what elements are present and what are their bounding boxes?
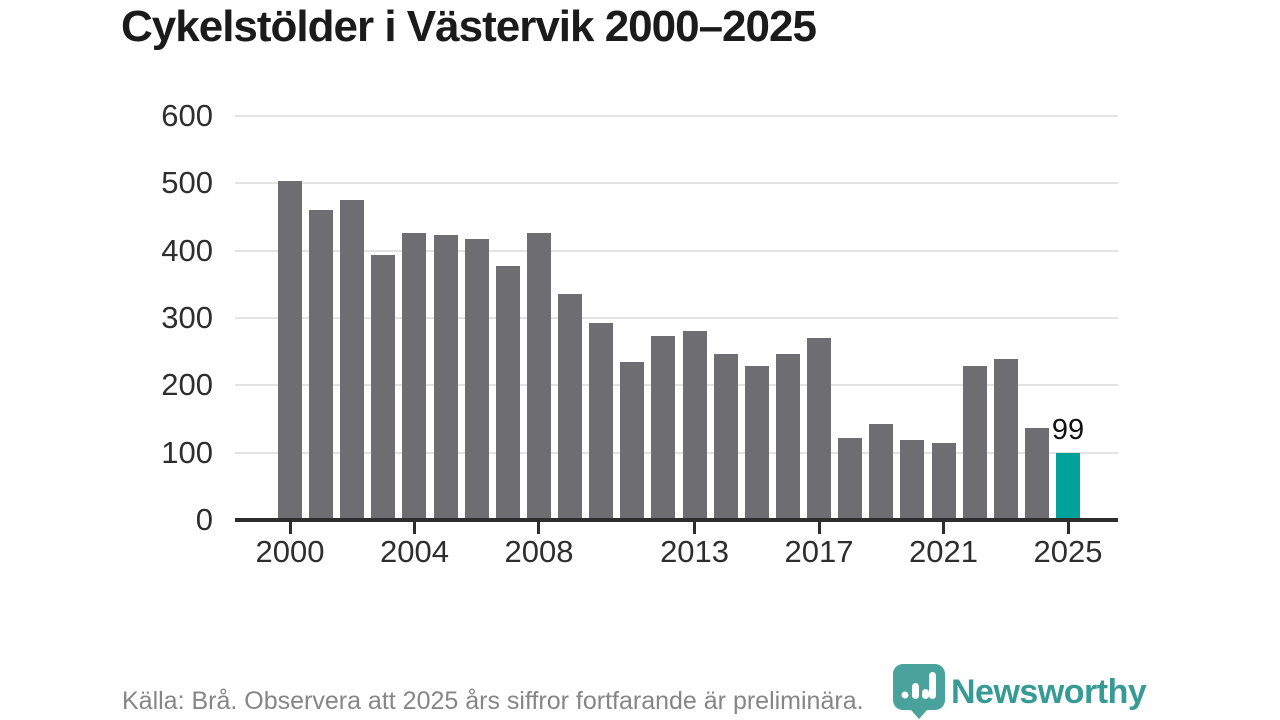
bar-2011 [620, 362, 645, 520]
bar-2009 [558, 294, 583, 520]
gridline-600 [235, 115, 1118, 117]
newsworthy-pin-icon [893, 664, 945, 719]
y-tick-label-0: 0 [195, 502, 213, 537]
x-tick-2004 [412, 522, 416, 534]
bar-2001 [309, 210, 334, 520]
newsworthy-logo[interactable]: Newsworthy [893, 664, 1147, 720]
y-tick-label-500: 500 [161, 165, 213, 201]
bar-2008 [526, 233, 551, 520]
y-tick-label-400: 400 [161, 232, 213, 268]
newsworthy-wordmark: Newsworthy [951, 672, 1147, 711]
plot-area: 99 [235, 115, 1118, 534]
bar-2021 [931, 443, 956, 520]
bar-2024 [1024, 428, 1049, 520]
bar-2002 [340, 199, 365, 520]
highlight-value-label: 99 [1051, 414, 1085, 447]
bar-2020 [900, 439, 925, 520]
bar-2016 [775, 354, 800, 520]
y-tick-label-100: 100 [161, 434, 213, 470]
y-tick-label-600: 600 [161, 98, 213, 133]
bar-2012 [651, 336, 676, 520]
bar-2006 [464, 239, 489, 520]
bar-2013 [682, 330, 707, 520]
x-tick-2021 [942, 522, 946, 534]
bar-2014 [713, 354, 738, 520]
x-tick-2013 [693, 522, 697, 534]
y-tick-label-200: 200 [161, 367, 213, 403]
bar-2000 [278, 180, 302, 520]
bar-2005 [433, 235, 458, 520]
source-note: Källa: Brå. Observera att 2025 års siffr… [122, 687, 864, 715]
x-tick-2025 [1066, 522, 1070, 534]
bar-2003 [371, 255, 396, 520]
bar-2004 [402, 232, 427, 520]
bar-2015 [744, 366, 769, 520]
x-tick-2008 [537, 522, 541, 534]
bar-2022 [962, 366, 987, 520]
x-tick-label-2017: 2017 [784, 534, 854, 569]
gridline-200 [235, 384, 1118, 387]
bar-2023 [993, 359, 1018, 520]
x-tick-label-2013: 2013 [660, 534, 730, 569]
x-axis-labels: 2000 2004 2008 2013 2017 2021 2025 [235, 534, 1175, 574]
bar-2017 [807, 338, 832, 520]
chart-title: Cykelstölder i Västervik 2000–2025 [121, 2, 817, 51]
gridline-400 [235, 249, 1118, 252]
x-tick-label-2025: 2025 [1033, 534, 1103, 569]
x-tick-label-2004: 2004 [379, 534, 449, 569]
bar-2007 [495, 266, 520, 520]
y-axis-labels: 0 100 200 300 400 500 600 [80, 99, 213, 537]
x-axis-line [235, 518, 1118, 522]
x-tick-2000 [288, 522, 292, 534]
bar-2010 [589, 322, 614, 520]
x-tick-label-2021: 2021 [909, 534, 978, 569]
bar-2025 [1056, 453, 1080, 520]
x-tick-2017 [817, 522, 821, 534]
bar-2018 [838, 437, 863, 520]
gridline-300 [235, 317, 1118, 319]
x-tick-label-2000: 2000 [255, 534, 325, 569]
x-tick-label-2008: 2008 [504, 534, 574, 569]
y-tick-label-300: 300 [161, 300, 213, 335]
gridline-100 [235, 451, 1118, 454]
gridline-500 [235, 182, 1118, 185]
bar-2019 [869, 423, 894, 520]
